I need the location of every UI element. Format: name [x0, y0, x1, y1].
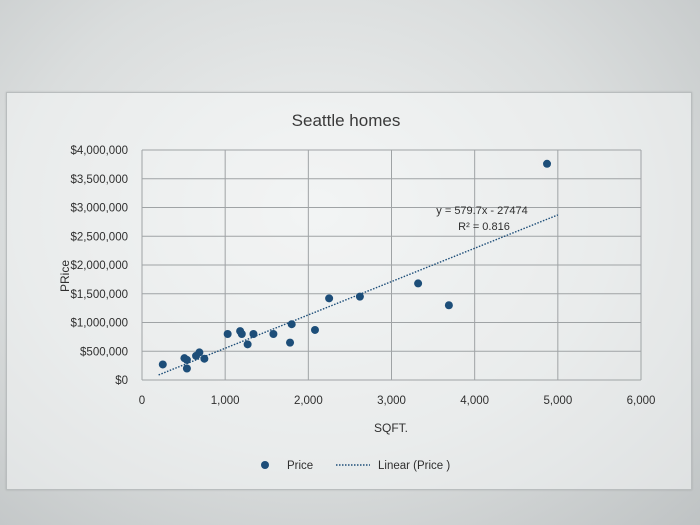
data-point	[243, 340, 252, 349]
chart-frame[interactable]	[6, 92, 692, 490]
y-tick-label: $2,000,000	[70, 260, 128, 272]
data-point	[182, 364, 191, 373]
trendline-equation: y = 579.7x - 27474	[436, 205, 527, 217]
data-point	[182, 355, 191, 364]
gridlines	[141, 149, 642, 381]
x-tick-label: 0	[139, 395, 145, 407]
chart-title: Seattle homes	[292, 111, 401, 130]
x-tick-label: 2,000	[294, 395, 323, 407]
y-tick-label: $2,500,000	[70, 231, 128, 243]
data-point	[543, 159, 552, 168]
data-point	[355, 292, 364, 301]
x-tick-label: 4,000	[460, 395, 489, 407]
data-point	[444, 301, 453, 310]
y-tick-label: $3,500,000	[70, 174, 128, 186]
legend: Price Linear (Price )	[261, 460, 450, 472]
y-tick-label: $0	[115, 375, 128, 387]
legend-label-price: Price	[287, 460, 313, 472]
x-tick-label: 1,000	[211, 395, 240, 407]
data-point	[158, 360, 167, 369]
data-point	[414, 279, 423, 288]
legend-marker-price	[261, 461, 269, 469]
x-tick-label: 6,000	[627, 395, 656, 407]
data-point	[223, 330, 232, 338]
data-point	[325, 294, 334, 303]
data-point	[200, 354, 209, 363]
trendline-group	[158, 214, 559, 376]
y-axis-label: PRice	[58, 260, 72, 292]
data-point	[269, 330, 278, 338]
x-axis-ticks: 0 1,000 2,000 3,000 4,000 5,000 6,000	[139, 395, 656, 407]
x-tick-label: 3,000	[377, 395, 406, 407]
data-point	[287, 320, 296, 329]
y-tick-label: $3,000,000	[70, 203, 128, 215]
x-axis-label: SQFT.	[374, 421, 408, 435]
data-point	[249, 330, 258, 338]
y-tick-label: $1,000,000	[70, 318, 128, 330]
data-point	[310, 325, 319, 334]
data-point	[286, 338, 295, 347]
y-tick-label: $1,500,000	[70, 289, 128, 301]
data-points	[158, 159, 552, 373]
data-point	[237, 330, 246, 338]
y-axis-ticks: $0 $500,000 $1,000,000 $1,500,000 $2,000,000…	[70, 145, 128, 387]
y-tick-label: $500,000	[80, 346, 128, 358]
trendline-r2: R² = 0.816	[458, 221, 510, 233]
data-point	[195, 348, 204, 357]
legend-label-trendline: Linear (Price )	[378, 460, 450, 472]
y-tick-label: $4,000,000	[70, 145, 128, 157]
x-tick-label: 5,000	[543, 395, 572, 407]
trendline	[158, 214, 559, 376]
